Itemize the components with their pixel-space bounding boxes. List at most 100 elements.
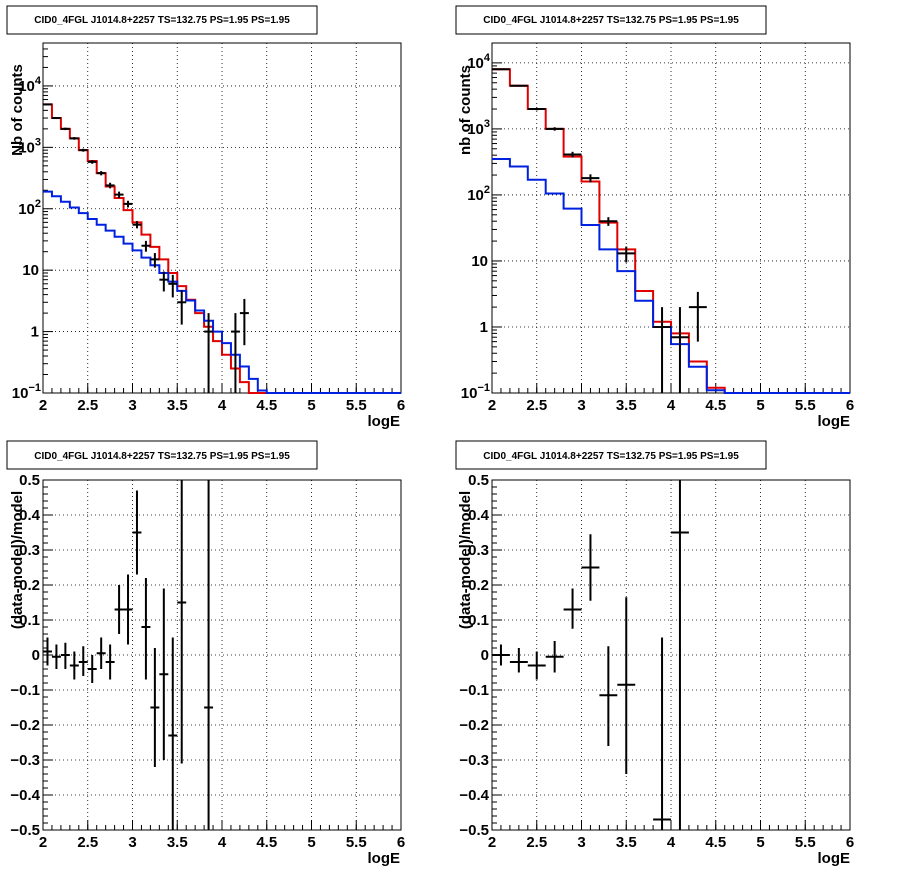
- data-point: [581, 534, 600, 601]
- y-tick-label: 0.5: [468, 472, 489, 489]
- y-tick-label: 104: [467, 52, 491, 72]
- y-tick-label: −0.2: [10, 717, 40, 734]
- data-point: [492, 644, 510, 666]
- x-tick-label: 2: [39, 397, 47, 414]
- x-tick-label: 3.5: [167, 834, 188, 851]
- x-tick-label: 4.5: [705, 397, 726, 414]
- data-point: [159, 588, 169, 760]
- data-point: [688, 291, 707, 342]
- x-tick-label: 4: [218, 834, 227, 851]
- data-point: [78, 148, 88, 152]
- data-point: [51, 644, 61, 669]
- data-point: [599, 217, 618, 226]
- y-tick-label: 10−1: [461, 382, 490, 402]
- title-box: [6, 5, 318, 35]
- x-tick-label: 6: [397, 397, 405, 414]
- x-tick-label: 2.5: [526, 397, 547, 414]
- data-point: [132, 221, 142, 229]
- data-point: [527, 651, 546, 680]
- y-tick-label: 103: [467, 118, 490, 138]
- data-point: [581, 174, 600, 183]
- y-tick-label: 10: [22, 262, 39, 279]
- data-point: [132, 490, 142, 575]
- plot-frame: [491, 479, 851, 831]
- y-tick-label: 0.4: [19, 507, 41, 524]
- x-axis-label: logE: [368, 850, 401, 867]
- data-point: [545, 127, 564, 131]
- x-tick-label: 2.5: [77, 834, 98, 851]
- x-tick-label: 5: [756, 397, 764, 414]
- data-point: [150, 648, 160, 767]
- data-point: [43, 637, 52, 666]
- y-tick-label: 0.2: [468, 577, 489, 594]
- x-tick-label: 6: [846, 397, 854, 414]
- data-point: [114, 191, 124, 198]
- x-axis-label: logE: [818, 850, 851, 867]
- x-tick-label: 2: [488, 834, 496, 851]
- y-axis-label: Nb of counts: [9, 64, 26, 156]
- data-point: [69, 651, 79, 680]
- x-tick-label: 4.5: [705, 834, 726, 851]
- y-axis-label: nb of counts: [457, 65, 474, 155]
- data-point: [114, 585, 124, 634]
- chart-title: CID0_4FGL J1014.8+2257 TS=132.75 PS=1.95…: [483, 15, 739, 26]
- y-tick-label: 0.1: [19, 612, 40, 629]
- x-tick-label: 5: [307, 834, 315, 851]
- data-point: [671, 480, 689, 830]
- data-point: [43, 103, 52, 106]
- data-point: [69, 137, 79, 140]
- data-point: [563, 588, 582, 629]
- x-tick-label: 5.5: [795, 397, 816, 414]
- y-axis-label: (data-model)/model: [457, 491, 474, 629]
- data-point: [492, 68, 510, 71]
- x-tick-label: 2: [488, 397, 496, 414]
- x-tick-label: 4.5: [256, 397, 277, 414]
- y-tick-label: 103: [18, 136, 41, 156]
- data-point: [105, 644, 115, 680]
- data-point: [653, 637, 671, 830]
- y-tick-label: −0.3: [10, 752, 40, 769]
- y-tick-label: 1: [480, 319, 488, 336]
- data-point: [60, 642, 70, 669]
- x-tick-label: 3: [577, 834, 585, 851]
- data-point: [239, 298, 249, 346]
- y-tick-label: 10: [471, 253, 488, 270]
- y-tick-label: 102: [18, 198, 41, 218]
- x-tick-label: 6: [846, 834, 854, 851]
- y-tick-label: −0.1: [10, 682, 40, 699]
- x-tick-label: 5: [307, 397, 315, 414]
- x-axis-label: logE: [368, 413, 401, 430]
- x-tick-label: 4: [667, 397, 676, 414]
- x-tick-label: 4: [218, 397, 227, 414]
- data-point: [105, 182, 115, 189]
- data-point: [230, 313, 240, 393]
- data-point: [87, 655, 97, 683]
- data-point: [123, 574, 133, 645]
- data-point: [78, 646, 88, 676]
- y-tick-label: 0.2: [19, 577, 40, 594]
- data-point: [87, 160, 97, 164]
- data-point: [141, 578, 151, 680]
- data-point: [123, 200, 133, 208]
- y-axis-label: (data-model)/model: [9, 491, 26, 629]
- x-tick-label: 5.5: [346, 834, 367, 851]
- panel-residuals-right: 2 2.5 3 3.5 4 4.5 5 5.5 6 −0.5 −0.4 −0.3 −0.2 −0.1 0 0.…: [455, 440, 854, 867]
- y-tick-label: 104: [18, 75, 42, 95]
- x-tick-label: 6: [397, 834, 405, 851]
- data-point: [141, 240, 151, 252]
- y-tick-label: −0.4: [10, 787, 40, 804]
- x-axis-label: logE: [818, 413, 851, 430]
- data-point: [563, 151, 582, 158]
- y-tick-label: 0.5: [19, 472, 40, 489]
- y-tick-label: 0.4: [468, 507, 490, 524]
- y-tick-label: −0.5: [10, 822, 40, 839]
- x-tick-label: 2: [39, 834, 47, 851]
- data-point: [60, 127, 70, 131]
- data-point: [599, 646, 618, 746]
- title-box: [455, 5, 767, 35]
- y-tick-label: −0.2: [459, 717, 489, 734]
- y-tick-label: 10−1: [12, 382, 41, 402]
- y-tick-label: 0.1: [468, 612, 489, 629]
- data-point: [545, 641, 564, 673]
